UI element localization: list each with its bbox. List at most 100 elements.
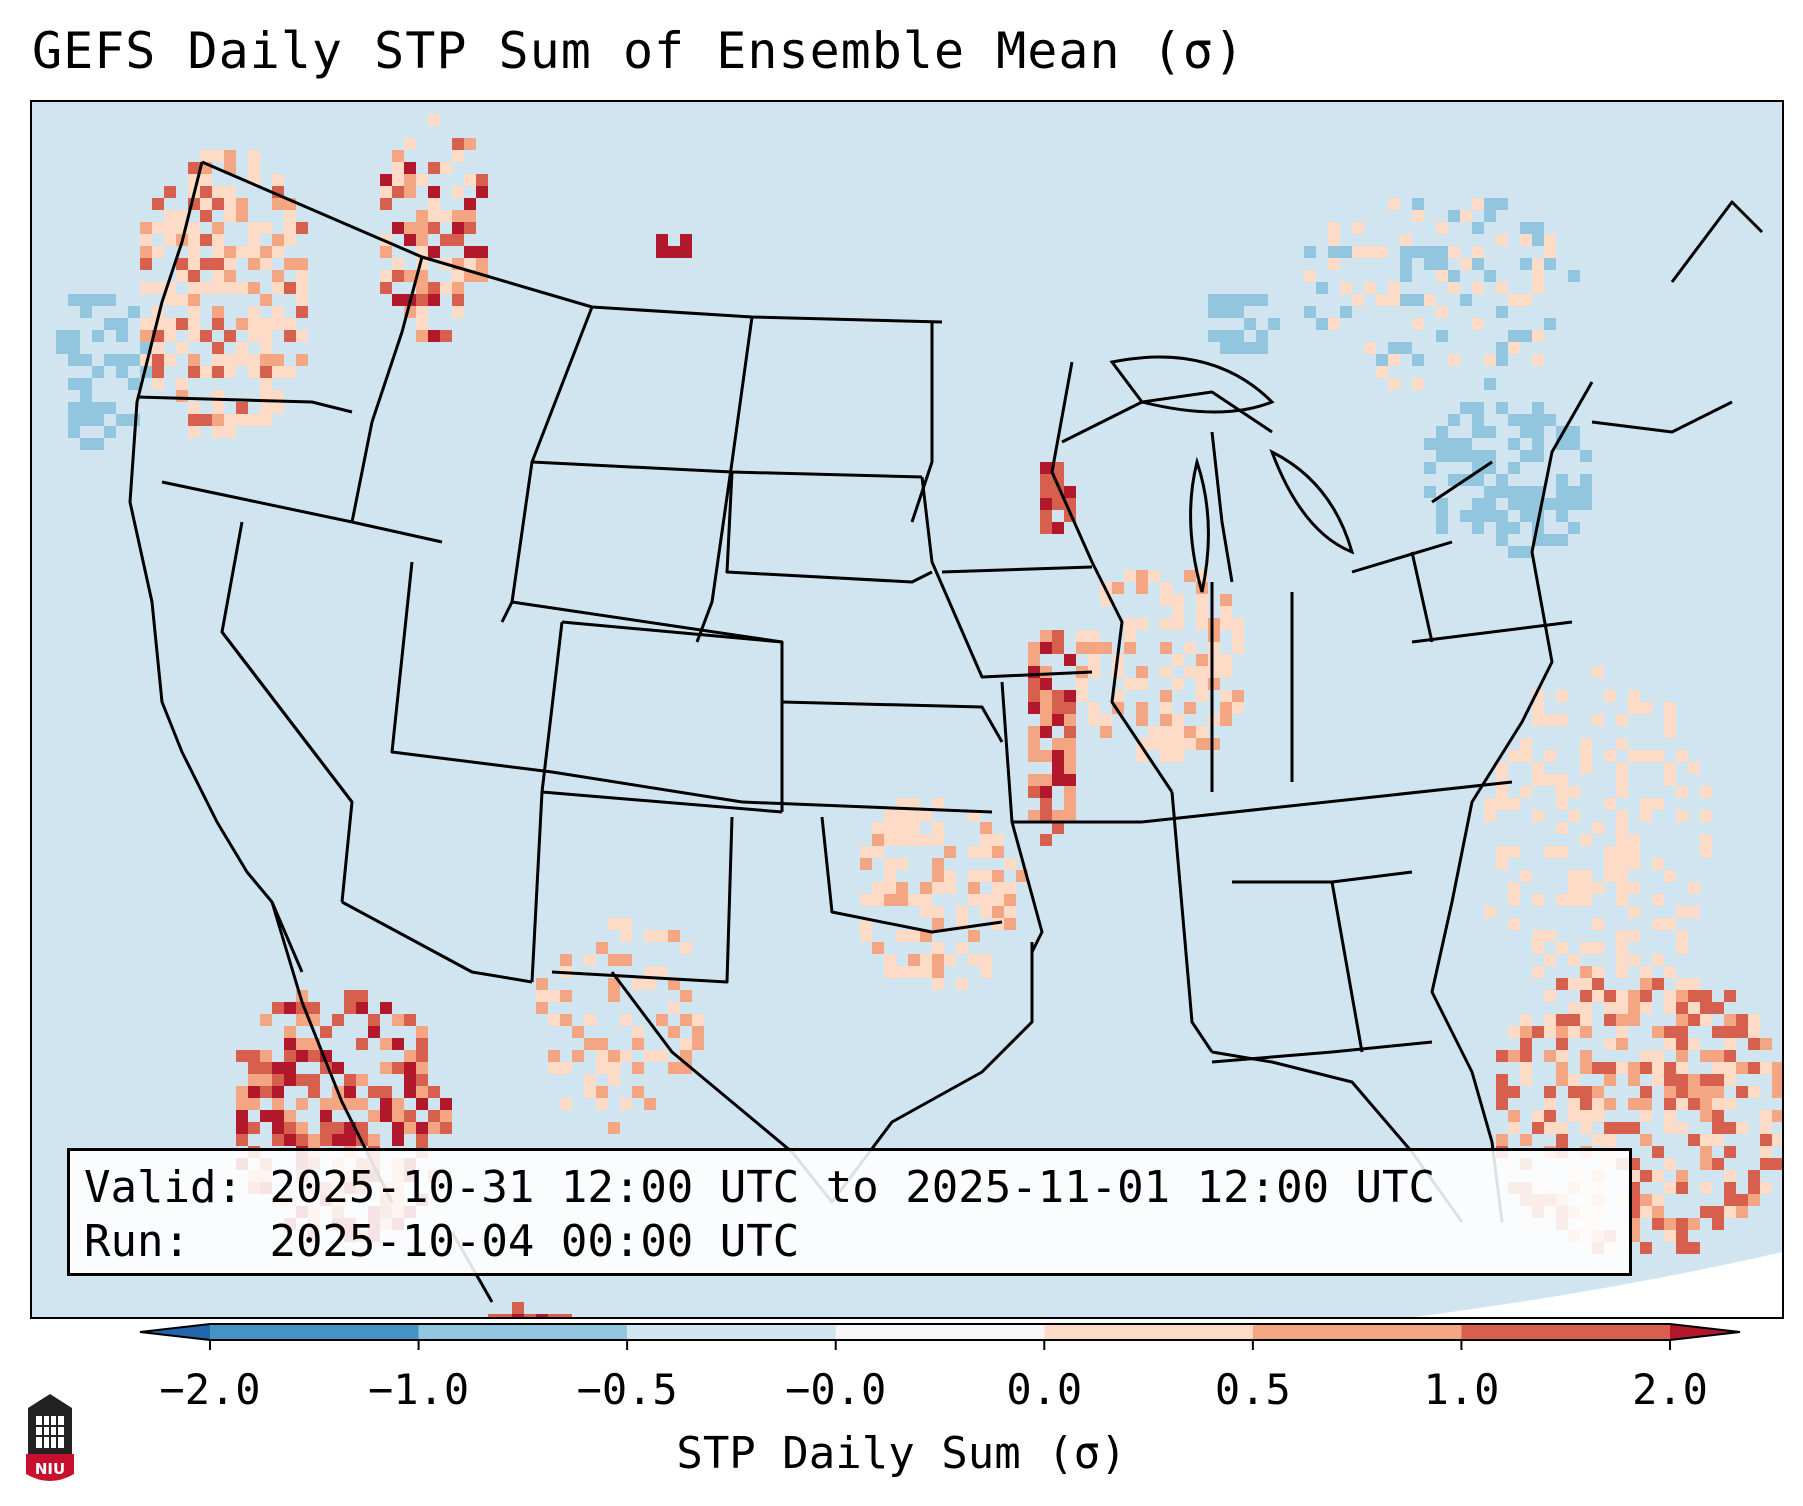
stp-cell [968, 954, 980, 966]
stp-cell [1088, 630, 1100, 642]
stp-cell [272, 1134, 284, 1146]
stp-cell [224, 270, 236, 282]
stp-cell [80, 354, 92, 366]
stp-cell [1472, 402, 1484, 414]
chart-title: GEFS Daily STP Sum of Ensemble Mean (σ) [32, 22, 1245, 80]
stp-cell [1424, 438, 1436, 450]
stp-cell [680, 1050, 692, 1062]
stp-cell [872, 942, 884, 954]
stp-cell [464, 246, 476, 258]
stp-cell [1460, 294, 1472, 306]
stp-cell [1472, 450, 1484, 462]
stp-cell [428, 282, 440, 294]
stp-cell [1724, 990, 1736, 1002]
stp-cell [1232, 618, 1244, 630]
stp-cell [1580, 834, 1592, 846]
stp-cell [1028, 642, 1040, 654]
stp-cell [1448, 474, 1460, 486]
stp-cell [152, 378, 164, 390]
stp-cell [680, 246, 692, 258]
stp-cell [1640, 1242, 1652, 1254]
stp-cell [1724, 1146, 1736, 1158]
stp-cell [392, 186, 404, 198]
stp-cell [1268, 318, 1280, 330]
stp-cell [1568, 1002, 1580, 1014]
stp-cell [620, 1014, 632, 1026]
stp-cell [1532, 714, 1544, 726]
stp-cell [104, 294, 116, 306]
stp-cell [1688, 1242, 1700, 1254]
stp-cell [1064, 486, 1076, 498]
stp-cell [1040, 666, 1052, 678]
stp-cell [908, 930, 920, 942]
stp-cell [1424, 246, 1436, 258]
stp-cell [416, 1098, 428, 1110]
stp-cell [1676, 978, 1688, 990]
stp-cell [1664, 1230, 1676, 1242]
stp-cell [1664, 762, 1676, 774]
stp-cell [920, 966, 932, 978]
stp-cell [200, 186, 212, 198]
stp-cell [560, 1014, 572, 1026]
stp-cell [1592, 978, 1604, 990]
stp-cell [548, 1314, 560, 1317]
stp-cell [1664, 1026, 1676, 1038]
stp-cell [1028, 678, 1040, 690]
stp-cell [1496, 306, 1508, 318]
stp-cell [1040, 774, 1052, 786]
stp-cell [1556, 1050, 1568, 1062]
stp-cell [1616, 1002, 1628, 1014]
stp-cell [1436, 522, 1448, 534]
stp-cell [80, 402, 92, 414]
stp-cell [644, 978, 656, 990]
stp-cell [260, 378, 272, 390]
stp-cell [596, 942, 608, 954]
stp-cell [1604, 1122, 1616, 1134]
stp-cell [284, 366, 296, 378]
stp-cell [1640, 1086, 1652, 1098]
stp-cell [188, 270, 200, 282]
stp-cell [1520, 1014, 1532, 1026]
stp-cell [1676, 930, 1688, 942]
stp-cell [1208, 306, 1220, 318]
stp-cell [644, 930, 656, 942]
stp-cell [1436, 258, 1448, 270]
stp-cell [1232, 690, 1244, 702]
stp-cell [320, 1110, 332, 1122]
stp-cell [380, 186, 392, 198]
stp-cell [1640, 1050, 1652, 1062]
stp-cell [1496, 282, 1508, 294]
stp-cell [1496, 474, 1508, 486]
stp-cell [296, 294, 308, 306]
stp-cell [1712, 1218, 1724, 1230]
stp-cell [212, 222, 224, 234]
stp-cell [80, 294, 92, 306]
stp-cell [248, 306, 260, 318]
stp-cell [1088, 642, 1100, 654]
stp-cell [884, 870, 896, 882]
stp-cell [1472, 426, 1484, 438]
stp-cell [896, 810, 908, 822]
stp-cell [1532, 234, 1544, 246]
stp-cell [1676, 1038, 1688, 1050]
stp-cell [1208, 678, 1220, 690]
stp-cell [236, 282, 248, 294]
stp-cell [1580, 1086, 1592, 1098]
stp-cell [1604, 1002, 1616, 1014]
stp-cell [1772, 1086, 1782, 1098]
stp-cell [1664, 1086, 1676, 1098]
stp-cell [680, 1038, 692, 1050]
stp-cell [188, 222, 200, 234]
stp-cell [968, 846, 980, 858]
stp-cell [668, 1062, 680, 1074]
stp-cell [1616, 810, 1628, 822]
stp-cell [1508, 894, 1520, 906]
stp-cell [272, 246, 284, 258]
stp-cell [1184, 738, 1196, 750]
stp-cell [1724, 1170, 1736, 1182]
stp-cell [1508, 846, 1520, 858]
stp-cell [1448, 282, 1460, 294]
stp-cell [224, 246, 236, 258]
stp-cell [1220, 714, 1232, 726]
stp-cell [1580, 966, 1592, 978]
